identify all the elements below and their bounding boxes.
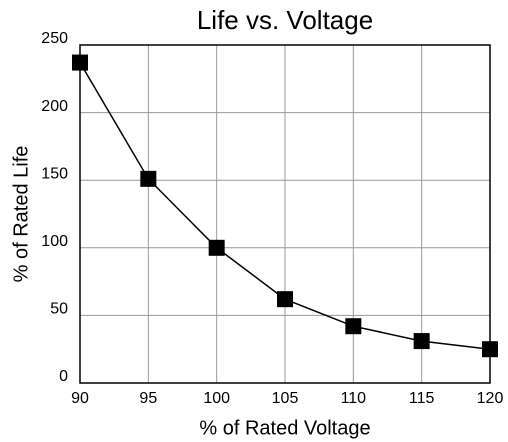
data-marker xyxy=(208,239,225,256)
y-tick-label: 250 xyxy=(41,30,68,47)
y-tick-label: 50 xyxy=(50,301,68,318)
data-marker xyxy=(140,170,157,187)
y-tick-label: 0 xyxy=(59,368,68,385)
x-tick-label: 100 xyxy=(203,390,230,407)
y-tick-label: 100 xyxy=(41,233,68,250)
y-axis-label: % of Rated Life xyxy=(10,146,32,283)
x-tick-label: 95 xyxy=(139,390,157,407)
data-marker xyxy=(72,54,88,71)
y-tick-label: 150 xyxy=(41,165,68,182)
x-tick-label: 110 xyxy=(341,390,367,407)
data-marker xyxy=(413,333,430,350)
x-tick-label: 90 xyxy=(71,390,89,407)
data-marker xyxy=(345,318,362,335)
x-axis-label: % of Rated Voltage xyxy=(199,417,370,439)
y-tick-label: 200 xyxy=(41,98,68,115)
data-marker xyxy=(277,291,293,308)
x-tick-label: 105 xyxy=(272,390,299,407)
chart-title: Life vs. Voltage xyxy=(197,5,373,35)
x-tick-label: 120 xyxy=(477,390,504,407)
plot-frame xyxy=(79,44,491,384)
x-tick-label: 115 xyxy=(409,390,435,407)
data-marker xyxy=(482,341,498,358)
